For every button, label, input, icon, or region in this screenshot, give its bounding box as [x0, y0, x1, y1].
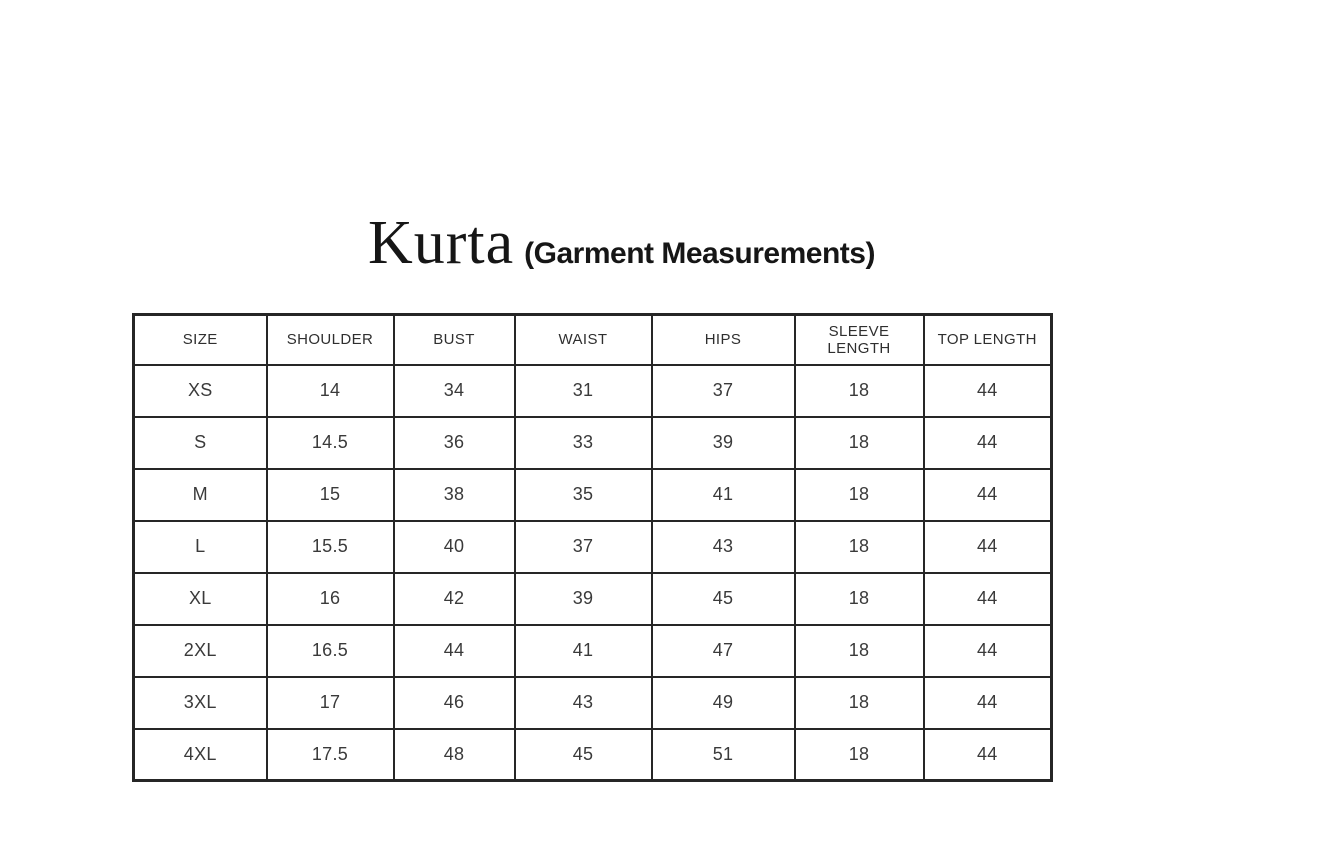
cell-waist: 41 — [513, 623, 653, 678]
cell-waist: 31 — [513, 363, 653, 418]
cell-size: XL — [132, 571, 268, 626]
cell-size: XS — [132, 363, 268, 418]
column-header-shoulder: SHOULDER — [265, 313, 395, 366]
cell-waist: 33 — [513, 415, 653, 470]
cell-bust: 38 — [392, 467, 516, 522]
cell-top-length: 44 — [922, 363, 1053, 418]
cell-top-length: 44 — [922, 727, 1053, 782]
cell-top-length: 44 — [922, 415, 1053, 470]
cell-sleeve-length: 18 — [793, 467, 925, 522]
table-row-3xl: 3XL 17 46 43 49 18 44 — [132, 675, 1053, 730]
table-row-l: L 15.5 40 37 43 18 44 — [132, 519, 1053, 574]
cell-waist: 39 — [513, 571, 653, 626]
cell-shoulder: 15 — [265, 467, 395, 522]
cell-size: S — [132, 415, 268, 470]
column-header-top-length: TOP LENGTH — [922, 313, 1053, 366]
cell-shoulder: 16 — [265, 571, 395, 626]
cell-top-length: 44 — [922, 623, 1053, 678]
cell-sleeve-length: 18 — [793, 571, 925, 626]
cell-bust: 46 — [392, 675, 516, 730]
table-row-xs: XS 14 34 31 37 18 44 — [132, 363, 1053, 418]
cell-sleeve-length: 18 — [793, 727, 925, 782]
cell-size: 2XL — [132, 623, 268, 678]
cell-waist: 35 — [513, 467, 653, 522]
cell-shoulder: 14 — [265, 363, 395, 418]
cell-shoulder: 15.5 — [265, 519, 395, 574]
size-chart-table: SIZE SHOULDER BUST WAIST HIPS SLEEVE LEN… — [132, 313, 1053, 782]
cell-waist: 45 — [513, 727, 653, 782]
title-block: Kurta (Garment Measurements) — [368, 212, 875, 274]
cell-top-length: 44 — [922, 519, 1053, 574]
cell-size: L — [132, 519, 268, 574]
table-row-s: S 14.5 36 33 39 18 44 — [132, 415, 1053, 470]
cell-bust: 36 — [392, 415, 516, 470]
cell-sleeve-length: 18 — [793, 623, 925, 678]
column-header-sleeve-length: SLEEVE LENGTH — [793, 313, 925, 366]
cell-top-length: 44 — [922, 467, 1053, 522]
cell-hips: 43 — [650, 519, 796, 574]
cell-hips: 47 — [650, 623, 796, 678]
column-header-size: SIZE — [132, 313, 268, 366]
table-row-xl: XL 16 42 39 45 18 44 — [132, 571, 1053, 626]
cell-waist: 37 — [513, 519, 653, 574]
cell-top-length: 44 — [922, 571, 1053, 626]
cell-hips: 41 — [650, 467, 796, 522]
cell-shoulder: 16.5 — [265, 623, 395, 678]
cell-waist: 43 — [513, 675, 653, 730]
cell-bust: 44 — [392, 623, 516, 678]
table-row-4xl: 4XL 17.5 48 45 51 18 44 — [132, 727, 1053, 782]
cell-hips: 45 — [650, 571, 796, 626]
cell-hips: 37 — [650, 363, 796, 418]
table-row-2xl: 2XL 16.5 44 41 47 18 44 — [132, 623, 1053, 678]
cell-shoulder: 17 — [265, 675, 395, 730]
cell-hips: 51 — [650, 727, 796, 782]
cell-sleeve-length: 18 — [793, 519, 925, 574]
cell-sleeve-length: 18 — [793, 363, 925, 418]
cell-bust: 34 — [392, 363, 516, 418]
cell-sleeve-length: 18 — [793, 415, 925, 470]
column-header-hips: HIPS — [650, 313, 796, 366]
cell-hips: 49 — [650, 675, 796, 730]
cell-shoulder: 17.5 — [265, 727, 395, 782]
cell-size: 3XL — [132, 675, 268, 730]
cell-shoulder: 14.5 — [265, 415, 395, 470]
cell-size: 4XL — [132, 727, 268, 782]
cell-bust: 48 — [392, 727, 516, 782]
cell-top-length: 44 — [922, 675, 1053, 730]
column-header-waist: WAIST — [513, 313, 653, 366]
cell-size: M — [132, 467, 268, 522]
cell-hips: 39 — [650, 415, 796, 470]
cell-bust: 42 — [392, 571, 516, 626]
header-row: SIZE SHOULDER BUST WAIST HIPS SLEEVE LEN… — [132, 313, 1053, 366]
cell-sleeve-length: 18 — [793, 675, 925, 730]
column-header-bust: BUST — [392, 313, 516, 366]
cell-bust: 40 — [392, 519, 516, 574]
table-row-m: M 15 38 35 41 18 44 — [132, 467, 1053, 522]
page-subtitle: (Garment Measurements) — [524, 237, 875, 270]
page-title: Kurta — [368, 209, 515, 277]
